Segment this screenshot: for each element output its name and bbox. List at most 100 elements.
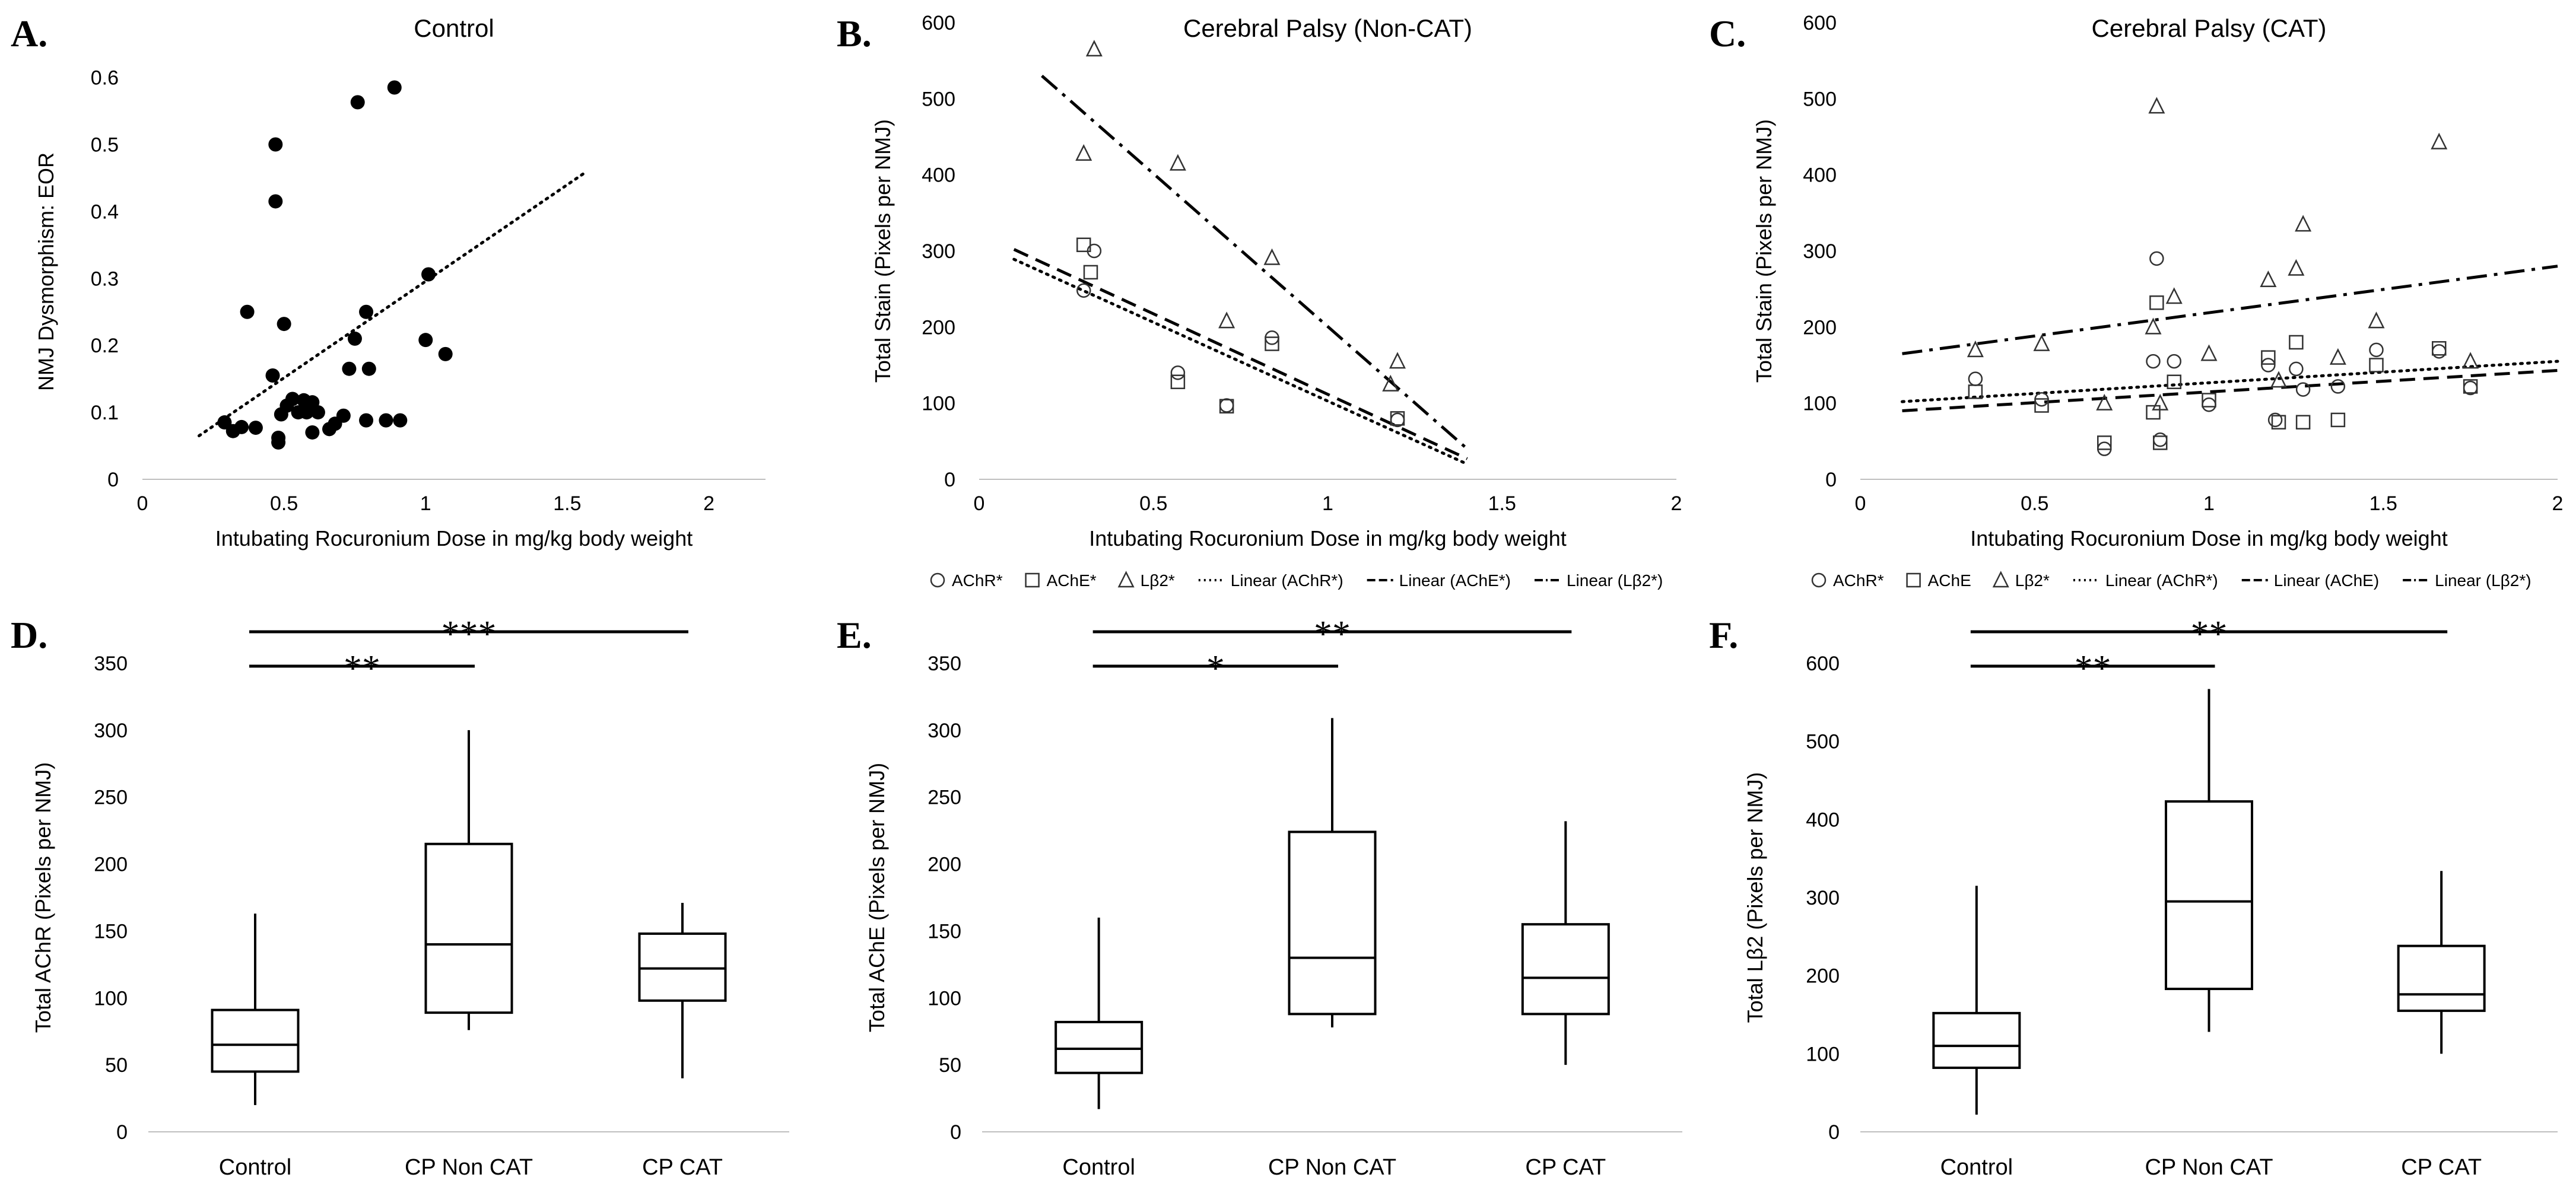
chart-c-ytick-label: 300 bbox=[1803, 240, 1837, 263]
chart-c-point bbox=[2432, 341, 2447, 356]
chart-b-point bbox=[1170, 374, 1186, 389]
chart-c-point bbox=[2096, 393, 2113, 410]
chart-f-ytick-label: 100 bbox=[1806, 1043, 1840, 1065]
chart-b-ytick-label: 200 bbox=[922, 316, 955, 339]
chart-d-significance-label: *** bbox=[441, 614, 497, 654]
chart-a-ylabel: NMJ Dysmorphism: EOR bbox=[34, 152, 58, 391]
chart-b-point bbox=[1076, 283, 1091, 298]
chart-c-legend-marker bbox=[1906, 572, 1921, 588]
panel-letter-d: D. bbox=[11, 614, 47, 656]
chart-a-ytick-label: 0 bbox=[107, 469, 119, 491]
chart-a-point bbox=[421, 267, 436, 282]
panel-letter-e: E. bbox=[837, 614, 872, 656]
chart-c-point bbox=[2148, 97, 2165, 114]
chart-d-ylabel: Total AChR (Pixels per NMJ) bbox=[31, 762, 55, 1033]
chart-e-category-label: CP CAT bbox=[1525, 1155, 1606, 1180]
chart-b-point bbox=[1218, 311, 1235, 329]
chart-c-ytick-label: 200 bbox=[1803, 316, 1837, 339]
chart-a-title: Control bbox=[414, 14, 494, 42]
chart-c-point bbox=[2153, 432, 2168, 447]
chart-c-legend-item: Linear (Lβ2*) bbox=[2435, 571, 2531, 590]
chart-f-category-label: CP Non CAT bbox=[2145, 1155, 2273, 1180]
chart-d-ytick-label: 350 bbox=[94, 653, 128, 675]
chart-c-point bbox=[2271, 415, 2286, 429]
chart-b-legend-item: AChR* bbox=[952, 571, 1003, 590]
chart-a-xlabel: Intubating Rocuronium Dose in mg/kg body… bbox=[215, 526, 693, 550]
chart-d-significance-label: ** bbox=[344, 648, 380, 689]
chart-c-point bbox=[2165, 287, 2183, 304]
chart-a-point bbox=[240, 304, 255, 319]
chart-c-point bbox=[2146, 354, 2161, 369]
chart-c-legend-marker bbox=[1992, 571, 2009, 588]
chart-c-point bbox=[2267, 412, 2283, 428]
chart-d-ytick-label: 0 bbox=[116, 1121, 128, 1144]
chart-a-xtick-label: 1 bbox=[420, 492, 431, 515]
chart-f-ytick-label: 600 bbox=[1806, 653, 1840, 675]
chart-a-xtick-label: 2 bbox=[703, 492, 714, 515]
chart-a-trendline bbox=[197, 170, 589, 438]
chart-c-ylabel: Total Stain (Pixels per NMJ) bbox=[1752, 119, 1776, 383]
chart-c-legend-item: Linear (AChR*) bbox=[2105, 571, 2218, 590]
chart-e-category-label: Control bbox=[1062, 1155, 1135, 1180]
chart-c-ytick-label: 500 bbox=[1803, 88, 1837, 110]
chart-b-trendline bbox=[1041, 74, 1469, 450]
chart-e-ytick-label: 350 bbox=[928, 653, 961, 675]
chart-b-legend-item: Linear (AChE*) bbox=[1399, 571, 1511, 590]
chart-b-point bbox=[1263, 248, 1281, 265]
chart-d-category-label: CP Non CAT bbox=[405, 1155, 533, 1180]
chart-c-trendline bbox=[1901, 359, 2559, 403]
chart-c-legend-marker bbox=[1811, 572, 1827, 588]
chart-c-ytick-label: 600 bbox=[1803, 12, 1837, 34]
chart-c-point bbox=[2149, 295, 2164, 310]
chart-d-achr-boxplot: 0 50 100 150 200 250 300 350 Total AChR (Pixels … bbox=[31, 614, 789, 1180]
panel-letter-a: A. bbox=[11, 12, 47, 55]
chart-b-xtick-label: 0.5 bbox=[1139, 492, 1167, 515]
chart-e-ytick-label: 250 bbox=[928, 787, 961, 809]
chart-b-point bbox=[1169, 154, 1186, 171]
chart-a-xtick-label: 1.5 bbox=[553, 492, 581, 515]
chart-b-xtick-label: 1 bbox=[1322, 492, 1333, 515]
chart-c-ytick-label: 0 bbox=[1825, 469, 1837, 491]
chart-f-ytick-label: 0 bbox=[1828, 1121, 1840, 1144]
chart-a-control-scatter: Control 0 0.5 1 1.5 2 0 0.1 0.2 0.3 0.4 0.5 0.6 Intub… bbox=[34, 14, 766, 550]
chart-a-ytick-label: 0.3 bbox=[91, 268, 119, 290]
chart-d-category-label: Control bbox=[219, 1155, 292, 1180]
chart-d-category-label: CP CAT bbox=[642, 1155, 723, 1180]
chart-c-xlabel: Intubating Rocuronium Dose in mg/kg body… bbox=[1970, 526, 2447, 550]
chart-b-ytick-label: 100 bbox=[922, 393, 955, 415]
chart-c-legend-item: Lβ2* bbox=[2015, 571, 2050, 590]
chart-f-box bbox=[1932, 1011, 2021, 1070]
chart-b-xtick-label: 2 bbox=[1671, 492, 1682, 515]
chart-b-legend-item: Linear (AChR*) bbox=[1231, 571, 1343, 590]
chart-b-point bbox=[1076, 237, 1091, 252]
chart-b-title: Cerebral Palsy (Non-CAT) bbox=[1183, 14, 1472, 42]
chart-e-box bbox=[1521, 923, 1610, 1016]
chart-a-point bbox=[268, 194, 283, 209]
chart-c-point bbox=[2369, 358, 2384, 373]
chart-e-ache-boxplot: 0 50 100 150 200 250 300 350 Total AChE (Pixels … bbox=[865, 614, 1682, 1180]
chart-d-ytick-label: 100 bbox=[94, 987, 128, 1010]
chart-e-significance-label: * bbox=[1206, 648, 1225, 689]
chart-b-ytick-label: 600 bbox=[922, 12, 955, 34]
chart-c-point bbox=[2146, 405, 2161, 420]
chart-a-point bbox=[418, 333, 433, 348]
chart-b-point bbox=[1083, 265, 1098, 280]
chart-c-point bbox=[2330, 412, 2346, 428]
chart-c-point bbox=[2261, 350, 2276, 365]
chart-a-ytick-label: 0.2 bbox=[91, 335, 119, 357]
chart-b-ytick-label: 0 bbox=[944, 469, 955, 491]
chart-f-category-label: CP CAT bbox=[2401, 1155, 2482, 1180]
chart-e-ytick-label: 0 bbox=[950, 1121, 961, 1144]
chart-c-point bbox=[2295, 415, 2311, 429]
chart-c-point bbox=[2149, 251, 2164, 266]
chart-c-ytick-label: 400 bbox=[1803, 164, 1837, 187]
chart-f-category-label: Control bbox=[1940, 1155, 2013, 1180]
chart-c-point bbox=[2462, 352, 2479, 369]
chart-c-ytick-label: 100 bbox=[1803, 393, 1837, 415]
chart-e-box bbox=[1054, 1020, 1144, 1074]
chart-a-point bbox=[268, 137, 283, 152]
chart-c-xtick-label: 1 bbox=[2203, 492, 2215, 515]
panel-letter-c: C. bbox=[1709, 12, 1746, 55]
chart-c-point bbox=[2260, 270, 2277, 288]
